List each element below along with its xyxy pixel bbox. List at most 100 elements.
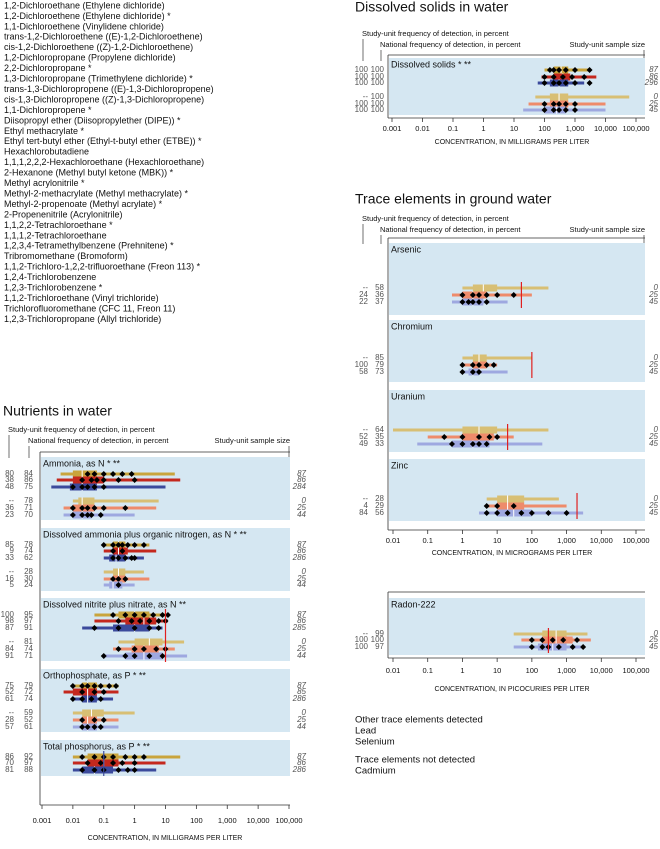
national-frequency: 100	[371, 72, 385, 81]
detection-point	[550, 101, 557, 107]
detection-point	[574, 637, 581, 643]
column-header: National frequency of detection, in perc…	[380, 225, 521, 234]
detection-point	[469, 292, 476, 298]
detection-point	[510, 292, 517, 298]
sample-size: 0	[302, 567, 307, 576]
detection-point	[91, 471, 98, 477]
compound-name: 1,2,4-Trichlorobenzene	[4, 272, 96, 282]
compound-name: cis-1,3-Dichloropropene ((Z)-1,3-Dichlor…	[4, 94, 204, 104]
sample-size: 25	[648, 360, 658, 369]
detection-point	[556, 101, 563, 107]
detection-point	[91, 625, 98, 631]
national-frequency: 100	[371, 78, 385, 87]
detection-point	[115, 555, 122, 561]
detection-point	[581, 74, 588, 80]
box	[497, 502, 525, 510]
national-frequency: 61	[24, 722, 33, 731]
study-unit-frequency: --	[363, 425, 369, 434]
compound-name: 1,1,1,2,2,2-Hexachloroethane (Hexachloro…	[4, 157, 204, 167]
column-header: Study-unit frequency of detection, in pe…	[362, 214, 510, 223]
national-frequency: 88	[24, 765, 33, 774]
sample-size: 25	[296, 715, 306, 724]
sample-size: 296	[644, 78, 659, 87]
sample-size: 286	[292, 765, 307, 774]
national-frequency: 100	[371, 105, 385, 114]
sample-size: 86	[297, 616, 306, 625]
national-frequency: 24	[24, 580, 33, 589]
x-tick-label: 100,000	[622, 666, 649, 675]
compound-name: cis-1,2-Dichloroethene ((Z)-1,2-Dichloro…	[4, 42, 193, 52]
compound-name: Methyl-2-propenoate (Methyl acrylate) *	[4, 199, 163, 209]
study-unit-frequency: 81	[5, 765, 14, 774]
group-background	[389, 320, 645, 382]
group-label: Arsenic	[391, 244, 422, 254]
sample-size: 45	[649, 642, 658, 651]
group-background	[389, 243, 645, 315]
group-label: Dissolved ammonia plus organic nitrogen,…	[43, 529, 247, 539]
detection-point	[79, 683, 86, 689]
study-unit-frequency: 100	[355, 635, 369, 644]
compound-name: 1,2-Dichloroethene (Ethylene dichloride)…	[4, 11, 171, 21]
detection-point	[586, 80, 593, 86]
sample-size: 0	[654, 353, 659, 362]
chart-title: Nutrients in water	[3, 403, 112, 419]
box	[82, 716, 97, 724]
detection-point	[88, 696, 95, 702]
detection-point	[100, 484, 107, 490]
detection-point	[79, 505, 86, 511]
sample-size: 25	[648, 290, 658, 299]
compound-name: Methyl acrylonitrile *	[4, 178, 85, 188]
detection-point	[69, 696, 76, 702]
x-tick-label: 1,000	[557, 536, 576, 545]
detection-point	[490, 362, 497, 368]
detection-point	[79, 754, 86, 760]
compound-name: Tribromomethane (Bromoform)	[4, 251, 128, 261]
box	[82, 709, 104, 717]
detection-point	[569, 74, 576, 80]
group-label: Ammonia, as N * **	[43, 458, 121, 468]
sample-size: 45	[649, 105, 658, 114]
compound-name: Trichlorofluoromethane (CFC 11, Freon 11…	[4, 303, 175, 313]
x-tick-label: 0.001	[383, 124, 402, 133]
detection-point	[91, 754, 98, 760]
detection-point	[115, 618, 122, 624]
detection-point	[100, 505, 107, 511]
sample-size: 85	[297, 687, 306, 696]
national-frequency: 28	[375, 494, 384, 503]
detection-point	[140, 646, 147, 652]
detection-point	[91, 683, 98, 689]
detection-point	[539, 644, 546, 650]
detection-point	[79, 477, 86, 483]
study-unit-frequency: 38	[5, 475, 14, 484]
national-frequency: 29	[375, 501, 384, 510]
detection-point	[556, 67, 563, 73]
detection-point	[541, 74, 548, 80]
sample-size: 86	[297, 475, 306, 484]
study-unit-frequency: 98	[5, 616, 14, 625]
x-tick-label: 1,000	[218, 816, 237, 825]
detection-point	[459, 434, 466, 440]
detection-point	[69, 505, 76, 511]
x-tick-label: 0.1	[422, 666, 432, 675]
detection-point	[545, 510, 552, 516]
x-tick-label: 100	[538, 124, 551, 133]
study-unit-frequency: 58	[359, 367, 368, 376]
detection-point	[79, 696, 86, 702]
detection-point	[140, 542, 147, 548]
column-header: Study-unit sample size	[570, 40, 645, 49]
sample-size: 0	[654, 494, 659, 503]
detection-point	[469, 369, 476, 375]
column-header: Study-unit sample size	[570, 225, 645, 234]
x-tick-label: 10,000	[247, 816, 270, 825]
sample-size: 44	[297, 651, 306, 660]
national-frequency: 36	[375, 290, 384, 299]
detection-point	[110, 760, 117, 766]
national-frequency: 97	[24, 616, 33, 625]
detection-point	[459, 299, 466, 305]
study-unit-frequency: 100	[355, 642, 369, 651]
study-unit-frequency: 4	[364, 501, 369, 510]
detection-point	[79, 717, 86, 723]
notes-title: Trace elements not detected	[355, 755, 475, 766]
compound-name: trans-1,3-Dichloropropene ((E)-1,3-Dichl…	[4, 84, 214, 94]
study-unit-frequency: 61	[5, 694, 14, 703]
